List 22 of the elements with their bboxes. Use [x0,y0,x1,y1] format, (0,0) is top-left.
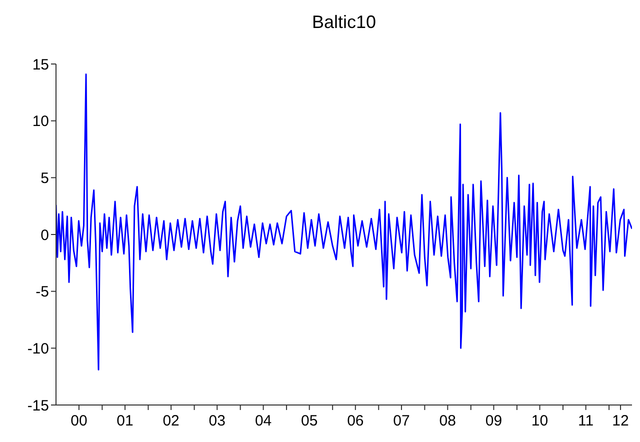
x-tick-label: 04 [254,412,272,430]
y-tick-label: -10 [27,340,49,358]
x-tick-label: 01 [116,412,134,430]
x-tick-label: 08 [439,412,456,430]
x-tick-label: 06 [347,412,364,430]
x-tick-label: 12 [612,412,629,430]
x-tick-label: 11 [578,412,594,430]
x-tick-label: 07 [393,412,410,430]
x-tick-label: 05 [301,412,318,430]
chart-title: Baltic10 [310,12,378,33]
y-tick-label: 5 [40,170,49,187]
x-tick-label: 00 [70,412,88,430]
y-tick-label: -15 [27,397,49,414]
y-tick-label: 10 [32,113,49,130]
y-tick-label: 0 [40,226,49,244]
line-series [56,73,632,371]
y-tick-label: -5 [36,284,49,301]
x-tick-label: 03 [208,412,226,430]
x-tick-label: 10 [531,412,548,430]
x-tick-label: 09 [485,412,502,430]
x-tick-label: 02 [162,412,180,430]
y-tick-label: 15 [32,56,49,74]
